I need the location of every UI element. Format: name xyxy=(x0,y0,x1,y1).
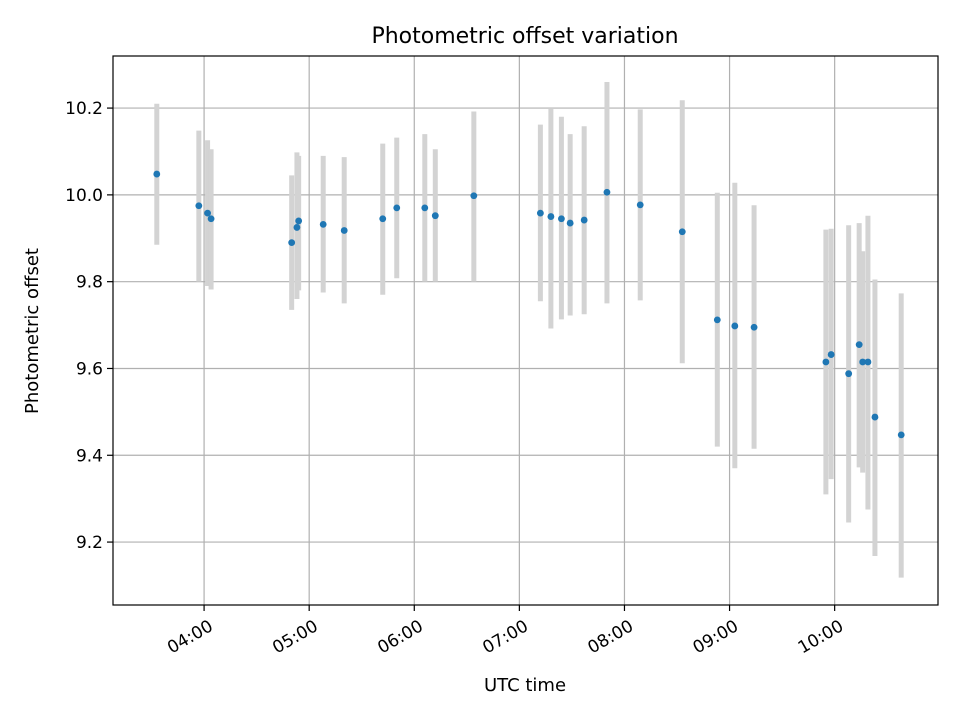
data-point xyxy=(340,227,348,234)
data-point xyxy=(750,323,758,331)
data-point xyxy=(855,341,863,349)
chart-title: Photometric offset variation xyxy=(371,24,678,49)
y-tick-label: 10.2 xyxy=(65,99,103,119)
data-point xyxy=(379,215,387,223)
grid-layer xyxy=(113,56,938,605)
data-point xyxy=(295,217,303,225)
data-point xyxy=(536,209,544,217)
plot-frame xyxy=(112,55,939,606)
data-point xyxy=(713,316,721,324)
data-point xyxy=(897,431,905,439)
data-point xyxy=(827,351,835,358)
point-layer xyxy=(153,170,905,439)
data-point xyxy=(470,192,478,200)
data-point xyxy=(207,215,215,223)
data-point xyxy=(195,202,203,210)
y-axis-label: Photometric offset xyxy=(22,248,43,414)
data-point xyxy=(845,370,853,378)
y-tick-label: 10.0 xyxy=(65,186,103,206)
data-point xyxy=(558,215,565,223)
data-point xyxy=(678,228,686,236)
x-axis-label: UTC time xyxy=(484,675,566,696)
data-point xyxy=(871,413,879,421)
data-point xyxy=(580,216,588,224)
data-point xyxy=(547,213,555,220)
data-point xyxy=(153,170,161,178)
data-point xyxy=(293,224,301,231)
data-point xyxy=(822,358,830,366)
y-tick-label: 9.6 xyxy=(76,359,103,379)
data-point xyxy=(319,220,327,228)
data-point xyxy=(603,188,611,196)
data-point xyxy=(731,322,739,330)
data-point xyxy=(431,212,439,220)
data-point xyxy=(421,204,429,212)
data-point xyxy=(204,209,211,217)
data-point xyxy=(864,358,872,366)
data-point xyxy=(288,239,296,247)
data-point xyxy=(393,204,401,212)
data-point xyxy=(859,358,867,366)
data-point xyxy=(636,201,644,209)
y-tick-label: 9.8 xyxy=(76,273,103,293)
data-point xyxy=(566,219,574,227)
y-tick-label: 9.4 xyxy=(76,446,103,466)
y-tick-label: 9.2 xyxy=(76,533,103,553)
